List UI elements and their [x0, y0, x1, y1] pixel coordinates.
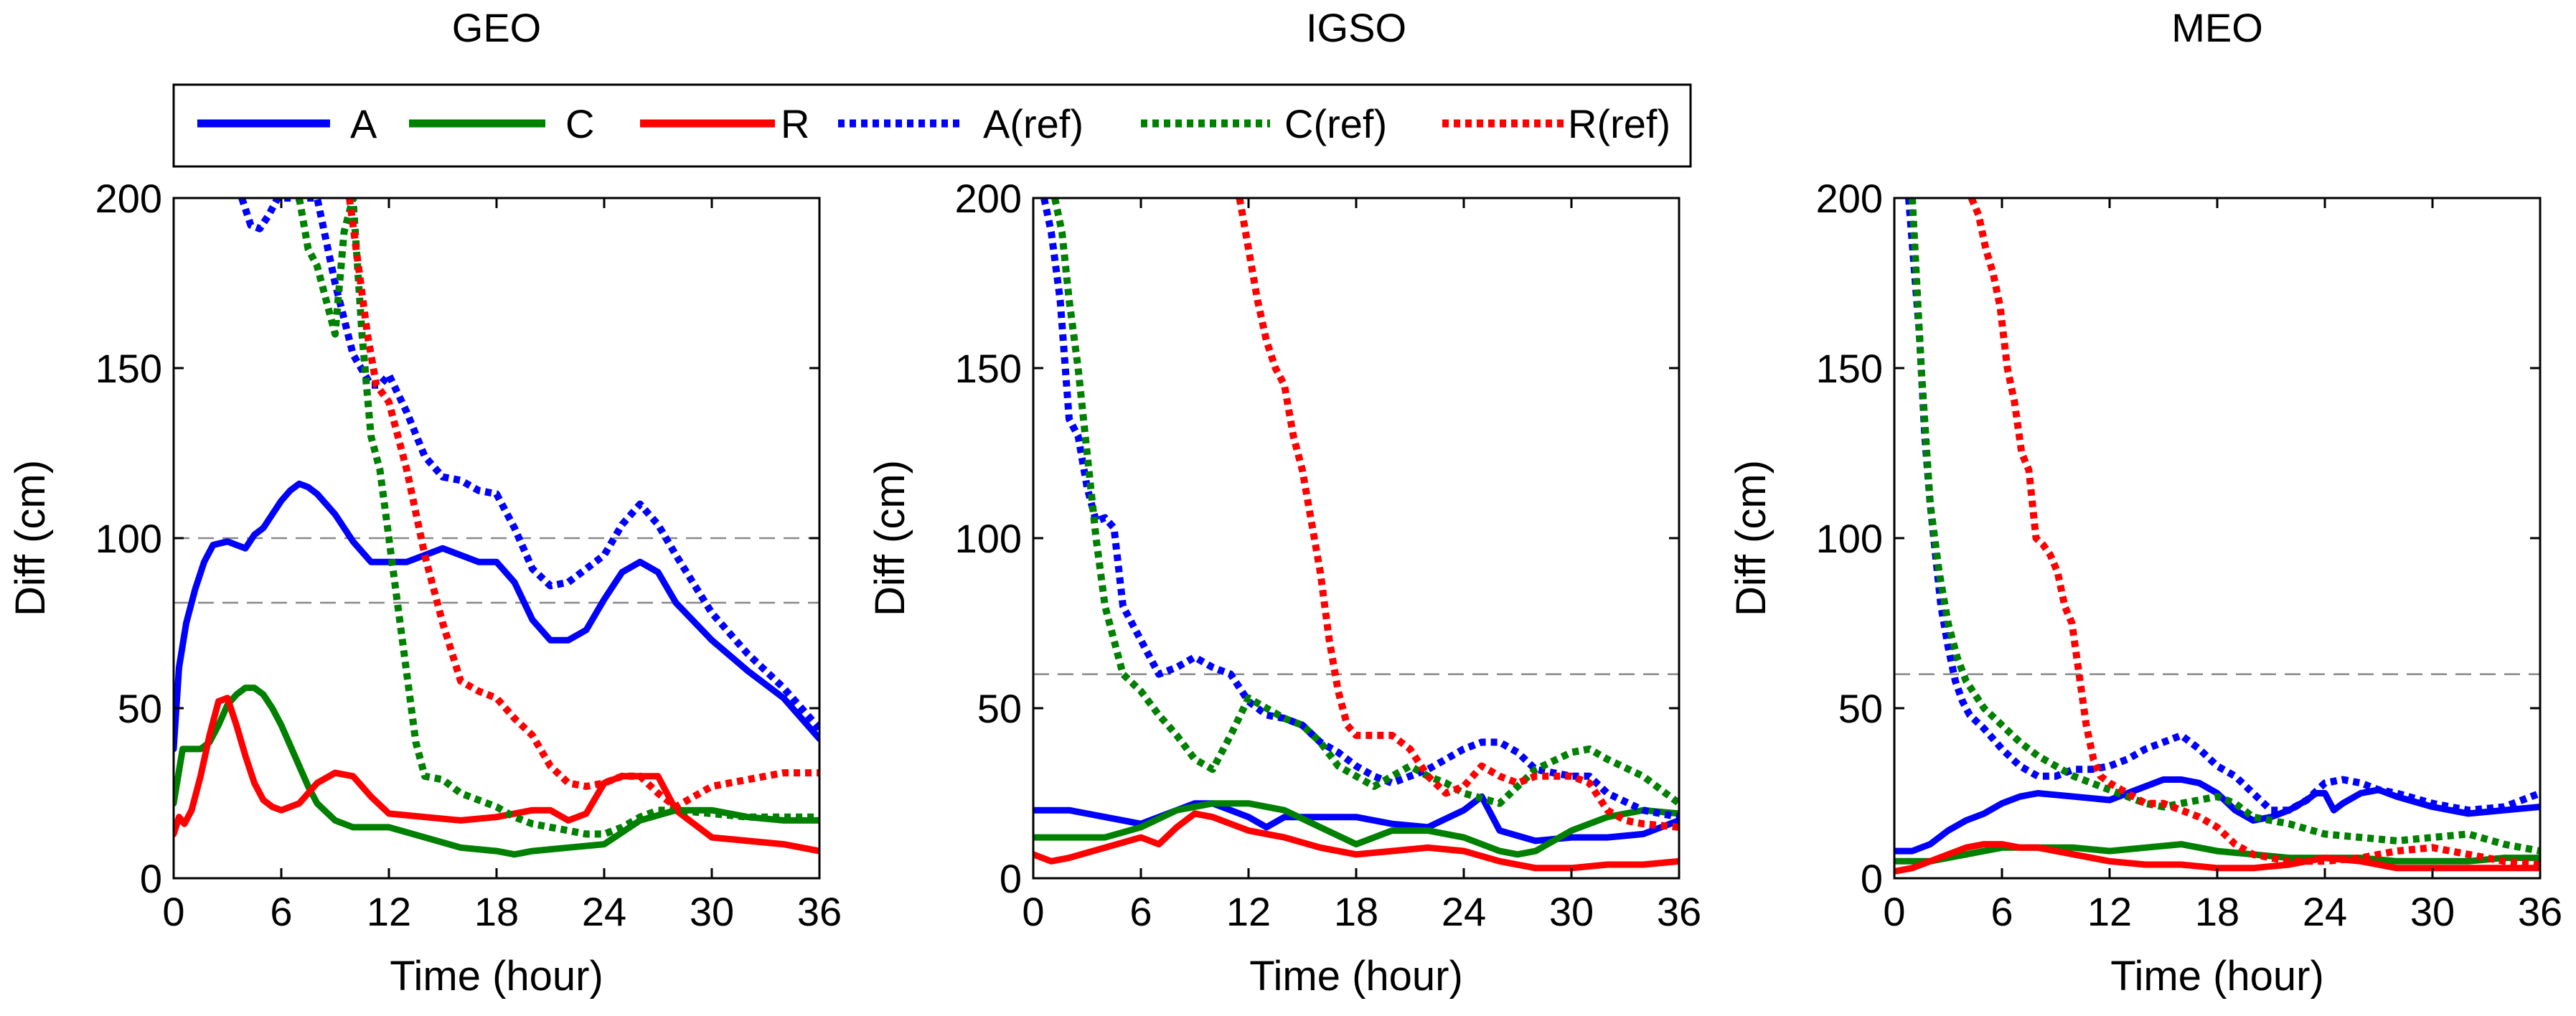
legend-label-3: A(ref) [983, 101, 1083, 146]
x-tick-label: 24 [1442, 889, 1486, 934]
y-tick-label: 150 [1816, 346, 1883, 391]
series-r [1033, 810, 1679, 872]
y-tick-label: 150 [95, 346, 162, 391]
x-tick-label: 0 [1883, 889, 1905, 934]
x-tick-label: 24 [2303, 889, 2347, 934]
legend-label-2: R [781, 101, 809, 146]
y-tick-label: 200 [95, 176, 162, 221]
y-tick-label: 200 [1816, 176, 1883, 221]
x-tick-label: 18 [2195, 889, 2239, 934]
x-tick-label: 6 [1129, 889, 1152, 934]
y-tick-label: 0 [1861, 856, 1883, 901]
series-c [1894, 841, 2540, 865]
series-c [174, 685, 819, 858]
series-r-ref [1968, 198, 2540, 868]
x-tick-label: 36 [1657, 889, 1701, 934]
y-tick-label: 0 [1000, 856, 1022, 901]
x-tick-label: 36 [2518, 889, 2562, 934]
y-tick-label: 50 [118, 686, 162, 731]
y-tick-label: 50 [1838, 686, 1883, 731]
legend-label-5: R(ref) [1568, 101, 1670, 146]
x-tick-label: 18 [474, 889, 519, 934]
series-r-ref [1236, 198, 1679, 831]
y-axis-label: Diff (cm) [7, 460, 54, 616]
y-tick-label: 100 [95, 516, 162, 561]
x-tick-label: 36 [797, 889, 842, 934]
x-tick-label: 30 [1549, 889, 1594, 934]
x-axis-label: Time (hour) [390, 953, 603, 999]
series-r [1894, 841, 2540, 875]
y-tick-label: 50 [977, 686, 1022, 731]
x-tick-label: 12 [1226, 889, 1271, 934]
series-a [174, 480, 819, 753]
x-tick-label: 0 [1022, 889, 1044, 934]
x-tick-label: 12 [2087, 889, 2132, 934]
y-tick-label: 100 [1816, 516, 1883, 561]
x-tick-label: 24 [582, 889, 626, 934]
series-c [1033, 800, 1679, 858]
x-tick-label: 0 [162, 889, 184, 934]
panel-title: MEO [2171, 5, 2263, 50]
panel-title: IGSO [1306, 5, 1406, 50]
y-tick-label: 0 [140, 856, 162, 901]
series-c-ref [1051, 198, 1679, 807]
panel-meo: MEO 0 6 12 18 24 30 36 0 50 100 150 200 Time (hour) Di… [1728, 5, 2562, 999]
legend-label-1: C [565, 101, 594, 146]
panel-igso: IGSO 0 6 12 18 24 30 36 0 50 100 150 200 Time (hour) D… [867, 5, 1701, 999]
panel-geo: GEO 0 6 12 18 24 30 36 0 50 100 150 200 Time (hour) Di… [7, 5, 842, 999]
y-tick-label: 200 [955, 176, 1022, 221]
legend: A C R A(ref) C(ref) R(ref) [172, 83, 1692, 168]
x-tick-label: 30 [690, 889, 734, 934]
x-tick-label: 6 [270, 889, 292, 934]
x-tick-label: 6 [1990, 889, 2013, 934]
y-tick-label: 150 [955, 346, 1022, 391]
legend-label-0: A [350, 101, 377, 146]
x-tick-label: 18 [1334, 889, 1378, 934]
series-a-ref [1905, 198, 2540, 814]
x-axis-label: Time (hour) [1249, 953, 1463, 999]
x-tick-label: 12 [367, 889, 411, 934]
series-r-ref [346, 198, 819, 811]
x-axis-label: Time (hour) [2110, 953, 2324, 999]
y-axis-label: Diff (cm) [1728, 460, 1774, 616]
y-tick-label: 100 [955, 516, 1022, 561]
legend-label-4: C(ref) [1284, 101, 1387, 146]
y-axis-label: Diff (cm) [867, 460, 913, 616]
panel-title: GEO [452, 5, 541, 50]
x-tick-label: 30 [2410, 889, 2455, 934]
series-c-ref [296, 198, 819, 838]
